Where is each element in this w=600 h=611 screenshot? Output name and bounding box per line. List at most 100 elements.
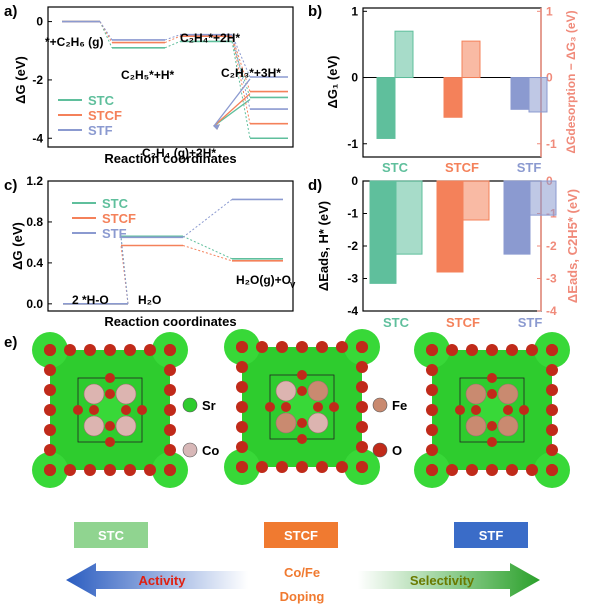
o-atom	[487, 373, 497, 383]
selectivity-label: Selectivity	[410, 573, 475, 588]
o-atom	[486, 344, 498, 356]
fe-atom	[307, 380, 329, 402]
legend-atom-sr	[182, 397, 198, 413]
o-atom	[506, 344, 518, 356]
o-atom	[546, 424, 558, 436]
panel-c-ann-sub: V	[290, 281, 296, 290]
panel-b-bar-dgdes-STC	[394, 30, 414, 79]
o-atom	[356, 461, 368, 473]
o-atom	[164, 404, 176, 416]
o-atom	[426, 464, 438, 476]
o-atom	[236, 381, 248, 393]
panel-b-bar-dgdes-STCF	[461, 40, 481, 79]
panel-d-xtick-STC: STC	[383, 315, 410, 330]
panel-c-legend-STCF: STCF	[102, 211, 136, 226]
panel-a-connector-STC	[164, 40, 181, 49]
fe-atom	[497, 415, 519, 437]
panel-b-xtick-STF: STF	[517, 160, 542, 175]
panel-a-ann: C₂H₄*+2H*	[180, 31, 240, 45]
panel-c-ytick-label: 0.4	[26, 256, 43, 270]
compound-box-label-stf: STF	[479, 528, 504, 543]
o-atom	[236, 461, 248, 473]
o-atom	[297, 386, 307, 396]
panel-b-ytick-label: 0	[351, 71, 358, 85]
o-atom	[426, 364, 438, 376]
panel-c-legend-STC: STC	[102, 196, 129, 211]
stf-crystal	[414, 332, 570, 488]
o-atom	[487, 437, 497, 447]
o-atom	[236, 361, 248, 373]
o-atom	[487, 389, 497, 399]
panel-b-ytick-right-label: 0	[546, 71, 553, 85]
panel-d-ytick-right-label: -4	[546, 304, 557, 318]
o-atom	[44, 424, 56, 436]
o-atom	[124, 344, 136, 356]
o-atom	[164, 344, 176, 356]
panel-d-ylabel-right: ΔEads, C2H5* (eV)	[565, 189, 580, 303]
activity-arrow	[66, 563, 248, 597]
o-atom	[256, 461, 268, 473]
o-atom	[487, 421, 497, 431]
o-atom	[546, 444, 558, 456]
o-atom	[506, 464, 518, 476]
panel-c-ylabel: ΔG (eV)	[10, 222, 25, 270]
co-atom	[83, 415, 105, 437]
o-atom	[356, 441, 368, 453]
o-atom	[44, 384, 56, 396]
panel-d-xtick-STCF: STCF	[446, 315, 480, 330]
o-atom	[336, 341, 348, 353]
compound-box-label-stcf: STCF	[284, 528, 318, 543]
panel-d-bar-c2h5-STF	[529, 180, 557, 216]
o-atom	[296, 461, 308, 473]
co-atom	[115, 415, 137, 437]
panel-c-xlabel: Reaction coordinates	[104, 314, 236, 329]
panel-a-ytick-label: -2	[32, 73, 43, 87]
o-atom	[297, 434, 307, 444]
fe-atom	[275, 412, 297, 434]
panel-a-desorb-arrow-STF	[213, 78, 251, 127]
o-atom	[105, 421, 115, 431]
o-atom	[356, 341, 368, 353]
o-atom	[426, 384, 438, 396]
o-atom	[105, 437, 115, 447]
co-atom	[83, 383, 105, 405]
o-atom	[313, 402, 323, 412]
o-atom	[105, 389, 115, 399]
panel-c-legend-STF: STF	[102, 226, 127, 241]
o-atom	[236, 401, 248, 413]
compound-box-stcf	[264, 522, 338, 548]
panel-d-xtick-STF: STF	[518, 315, 543, 330]
panel-a-ann: C₂H₅*+H*	[121, 68, 175, 82]
compound-box-stf	[454, 522, 528, 548]
panel-a-ann: *+C₂H₆ (g)	[45, 35, 103, 49]
legend-atom-o	[372, 442, 388, 458]
o-atom	[64, 464, 76, 476]
o-atom	[44, 344, 56, 356]
o-atom	[426, 424, 438, 436]
panel-c-ann: H₂O	[138, 293, 161, 307]
panel-b-label: b)	[308, 3, 322, 20]
panel-a-arrowhead-STF	[212, 124, 220, 130]
doping-label-bottom: Doping	[280, 589, 325, 604]
panel-c-ann: H₂O(g)+O	[236, 273, 291, 287]
panel-c-ytick-label: 0.0	[26, 297, 43, 311]
panel-c-ytick-label: 0.8	[26, 215, 43, 229]
o-atom	[44, 444, 56, 456]
panel-c-ytick-label: 1.2	[26, 174, 43, 188]
o-atom	[84, 464, 96, 476]
panel-c-connector-STF	[182, 199, 233, 238]
panel-a-connector-STCF	[231, 36, 251, 124]
o-atom	[316, 341, 328, 353]
panel-d-bar-h-STC	[369, 180, 397, 284]
panel-a-ytick-label: 0	[36, 15, 43, 29]
panel-b-xtick-STCF: STCF	[445, 160, 479, 175]
panel-d-ytick-label: -2	[347, 239, 358, 253]
legend-atom-label-co: Co	[202, 443, 219, 458]
panel-a-desorb-arrow-STC	[213, 98, 251, 127]
o-atom	[426, 404, 438, 416]
panel-e-label: e)	[4, 334, 17, 351]
o-atom	[503, 405, 513, 415]
panel-a-frame	[47, 6, 294, 148]
fe-atom	[465, 383, 487, 405]
